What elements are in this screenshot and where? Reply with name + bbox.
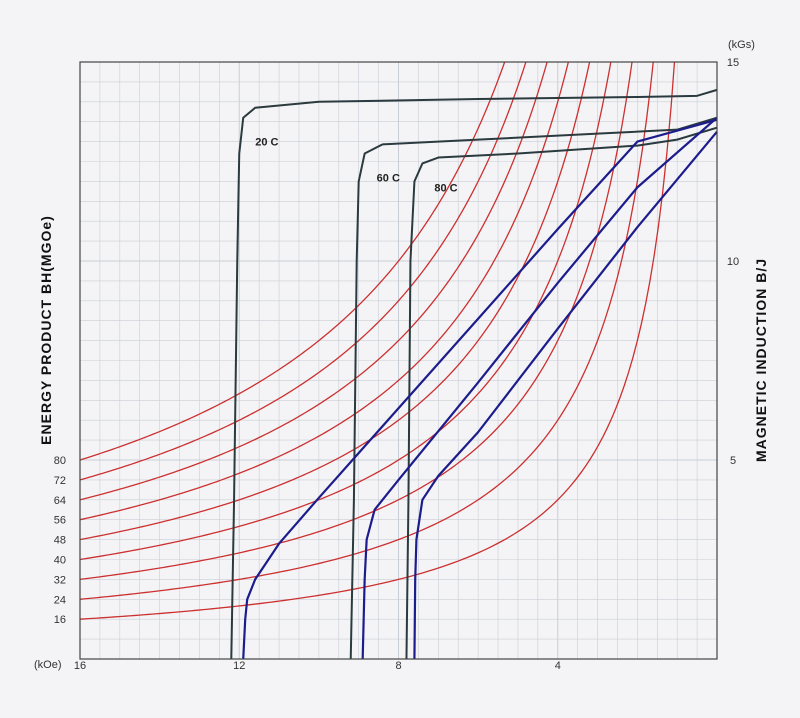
bh-curves: [230, 88, 718, 660]
energy-product-curve: [80, 62, 506, 461]
energy-product-curve: [80, 62, 570, 521]
energy-product-curve: [80, 62, 676, 620]
x-tick-label: 8: [395, 660, 401, 672]
intrinsic-curve: [349, 116, 718, 660]
energy-product-label: 40: [54, 555, 66, 567]
grid: [79, 61, 718, 660]
left-axis-title: ENERGY PRODUCT BH(MGOe): [38, 215, 54, 445]
x-tick-label: 12: [233, 660, 245, 672]
curve-label: 60 C: [377, 172, 400, 184]
intrinsic-curve: [405, 126, 718, 660]
energy-product-label: 80: [54, 455, 66, 467]
right-axis-title: MAGNETIC INDUCTION B/J: [753, 258, 769, 462]
y-tick-label: 10: [727, 256, 739, 268]
energy-product-label: 64: [54, 495, 66, 507]
curve-annotations: 20 C 60 C 80 C: [255, 137, 457, 195]
normal-curve: [242, 118, 718, 660]
energy-product-label: 72: [54, 475, 66, 487]
energy-product-curves: [80, 62, 676, 620]
energy-product-label: 32: [54, 574, 66, 586]
y-tick-label: 5: [730, 455, 736, 467]
energy-product-label: 16: [54, 614, 66, 626]
energy-product-curve: [80, 62, 654, 600]
energy-product-label: 48: [54, 535, 66, 547]
plot-frame: [79, 61, 718, 660]
x-tick-label: 16: [74, 660, 86, 672]
energy-product-curve: [80, 62, 548, 501]
x-tick-label: 4: [555, 660, 561, 672]
curve-label: 80 C: [434, 182, 457, 194]
energy-product-curve: [80, 62, 591, 541]
y-tick-label: 15: [727, 57, 739, 69]
energy-product-labels: 16 24 32 40 48 56 64 72 80: [54, 455, 66, 626]
energy-product-curve: [80, 62, 633, 581]
energy-product-curve: [80, 62, 612, 561]
normal-curve: [413, 130, 718, 660]
normal-curve: [361, 116, 718, 660]
tick-labels: 16 12 8 4 5 10 15: [74, 57, 739, 672]
intrinsic-curve: [230, 88, 718, 660]
x-unit-label: (kOe): [34, 659, 62, 671]
curve-label: 20 C: [255, 137, 278, 149]
energy-product-label: 24: [54, 594, 66, 606]
energy-product-label: 56: [54, 515, 66, 527]
y-unit-label: (kGs): [728, 39, 755, 51]
energy-product-curve: [80, 62, 527, 481]
